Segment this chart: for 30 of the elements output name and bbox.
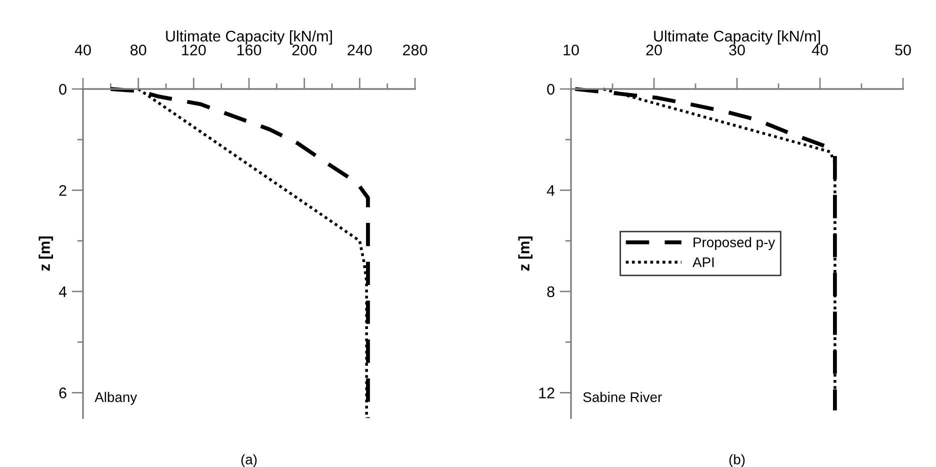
annotation: Sabine River: [583, 392, 662, 402]
y-tick-label: 12: [539, 388, 554, 398]
y-tick-label: 2: [59, 185, 66, 196]
x-tick-label: 50: [895, 44, 911, 56]
y-tick-label: 8: [547, 286, 554, 298]
legend-label: Proposed p-y: [694, 237, 776, 250]
y-tick-label: 4: [546, 185, 555, 196]
x-tick-label: 240: [348, 44, 372, 56]
y-axis-title: z [m]: [38, 236, 53, 271]
x-tick-label: 10: [564, 44, 579, 56]
x-tick-label: 40: [812, 44, 828, 56]
x-tick-label: 280: [403, 44, 428, 56]
y-tick-label: 0: [59, 84, 66, 95]
x-tick-label: 20: [646, 44, 662, 56]
y-tick-label: 0: [547, 84, 554, 95]
text: (a): [241, 454, 257, 467]
x-tick-label: 80: [130, 44, 146, 56]
x-axis-title: Ultimate Capacity [kN/m]: [166, 30, 332, 45]
x-axis-title: Ultimate Capacity [kN/m]: [654, 30, 820, 45]
x-tick-label: 120: [182, 44, 206, 56]
y-tick-label: 6: [59, 388, 66, 398]
x-tick-label: 40: [74, 44, 91, 56]
legend-label: API: [692, 257, 714, 268]
annotation: Albany: [94, 392, 138, 405]
x-tick-label: 30: [729, 44, 745, 56]
y-axis-title: z [m]: [518, 236, 532, 271]
y-tick-label: 4: [58, 286, 67, 297]
x-tick-label: 160: [237, 44, 262, 56]
x-tick-label: 200: [292, 44, 316, 56]
text: (b): [729, 454, 745, 467]
